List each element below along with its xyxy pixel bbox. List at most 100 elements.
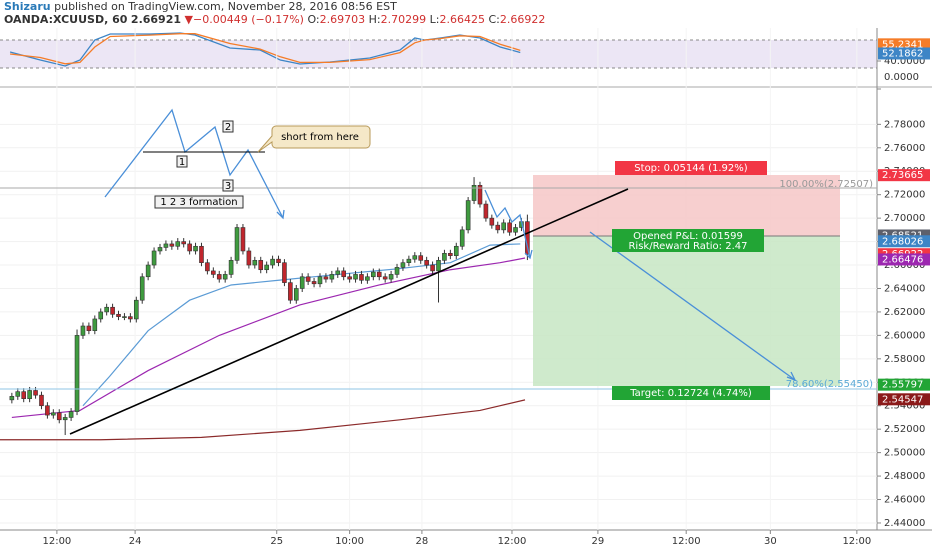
- candle-body: [228, 260, 234, 275]
- ohlc-value: 2.70299: [380, 13, 427, 26]
- candle-body: [442, 253, 447, 261]
- x-tick-label: 12:00: [42, 536, 71, 547]
- x-tick-label: 12:00: [672, 536, 701, 547]
- candle-body: [293, 288, 299, 301]
- candle-body: [56, 412, 62, 421]
- target-box: [612, 386, 770, 400]
- y-tick-label: 2.62000: [884, 307, 925, 318]
- rsi-band: [0, 40, 877, 68]
- y-tick-label: 2.78000: [884, 119, 925, 130]
- last-price: 2.66921: [130, 13, 182, 26]
- price-badge-label: 2.54547: [882, 394, 923, 405]
- candle-body: [175, 241, 181, 247]
- candle-body: [341, 270, 346, 278]
- callout-text: short from here: [281, 132, 359, 143]
- candle-body: [388, 274, 394, 280]
- price-badge-label: 2.66476: [882, 254, 923, 265]
- candle-body: [74, 335, 80, 412]
- candle-body: [347, 276, 352, 280]
- candle-body: [359, 274, 364, 281]
- moving-average: [82, 243, 521, 407]
- candle-body: [128, 316, 133, 320]
- candle-body: [453, 245, 459, 256]
- moving-average: [11, 257, 526, 419]
- point-label: 3: [225, 181, 231, 192]
- candle-body: [329, 274, 335, 280]
- callout: [257, 125, 371, 153]
- candle-body: [418, 255, 424, 261]
- fib-label: 100.00%(2.72507): [779, 179, 873, 190]
- pnl-label: Opened P&L: 0.01599: [633, 231, 743, 242]
- candle-body: [276, 258, 281, 263]
- candle-body: [104, 306, 109, 313]
- moving-average: [0, 399, 526, 441]
- publish-line: Shizaru published on TradingView.com, No…: [4, 0, 545, 13]
- candle-body: [86, 325, 92, 331]
- point-label: 2: [225, 122, 231, 133]
- candle-body: [157, 247, 163, 252]
- y-tick-label: 2.52000: [884, 424, 925, 435]
- price-badge-label: 52.1862: [882, 48, 923, 59]
- candle-body: [110, 306, 115, 315]
- candle-body: [430, 264, 435, 272]
- symbol: OANDA:XCUUSD, 60: [4, 13, 128, 26]
- price-badge-label: 2.55797: [882, 380, 923, 391]
- line: [9, 33, 521, 65]
- price-badge: [878, 235, 930, 248]
- point-box: [176, 155, 188, 168]
- candle-body: [424, 260, 429, 266]
- price-badge-label: 55.2341: [882, 39, 923, 50]
- candle-body: [371, 271, 376, 278]
- candle-body: [187, 243, 192, 252]
- symbol-line: OANDA:XCUUSD, 60 2.66921 ▼−0.00449 (−0.1…: [4, 13, 545, 26]
- candle-body: [151, 250, 157, 266]
- x-tick-label: 10:00: [335, 536, 364, 547]
- candle-body: [412, 255, 418, 260]
- candle-body: [133, 299, 139, 320]
- candle-body: [448, 253, 453, 256]
- candle-body: [317, 276, 323, 285]
- candle-body: [193, 245, 198, 252]
- candle-body: [489, 217, 495, 226]
- trend-line: [69, 188, 629, 435]
- candle-body: [116, 313, 121, 317]
- y-tick-label: 2.70000: [884, 213, 925, 224]
- rr-label: Risk/Reward Ratio: 2.47: [628, 241, 747, 252]
- candle-body: [139, 276, 145, 301]
- y-tick-label: 2.46000: [884, 495, 925, 506]
- candle-body: [216, 274, 222, 280]
- candle-body: [501, 222, 506, 231]
- ohlc-value: 2.66922: [499, 13, 546, 26]
- price-badge: [878, 169, 930, 182]
- ohlc-label: O:: [307, 13, 320, 26]
- drawings: 100.00%(2.72507) 78.60%(2.55450) 1 2 3 1…: [0, 108, 877, 435]
- candle-body: [169, 243, 175, 247]
- pnl-box: [612, 229, 764, 252]
- candle-body: [246, 250, 252, 266]
- candle-body: [264, 264, 269, 271]
- y-tick-label: 40.0000: [884, 56, 925, 67]
- candle-body: [282, 262, 287, 283]
- x-tick-label: 12:00: [842, 536, 871, 547]
- down-icon: ▼: [184, 13, 193, 26]
- y-tick-label: 2.60000: [884, 330, 925, 341]
- candle-body: [62, 417, 68, 421]
- formation-box: [154, 195, 244, 209]
- price-badge: [878, 38, 930, 51]
- candle-body: [21, 391, 27, 399]
- candle-body: [33, 390, 38, 396]
- candle-body: [311, 281, 317, 285]
- candle-body: [353, 274, 358, 280]
- price-badge: [878, 47, 930, 60]
- ohlc-value: 2.69703: [319, 13, 366, 26]
- rsi-pane: [0, 32, 877, 69]
- candle-body: [299, 276, 305, 289]
- change: −0.00449 (−0.17%): [193, 13, 304, 26]
- point-box: [222, 120, 234, 133]
- candle-body: [400, 262, 406, 268]
- x-tick-label: 30: [764, 536, 777, 547]
- candle-body: [258, 260, 264, 271]
- ohlc-label: H:: [368, 13, 381, 26]
